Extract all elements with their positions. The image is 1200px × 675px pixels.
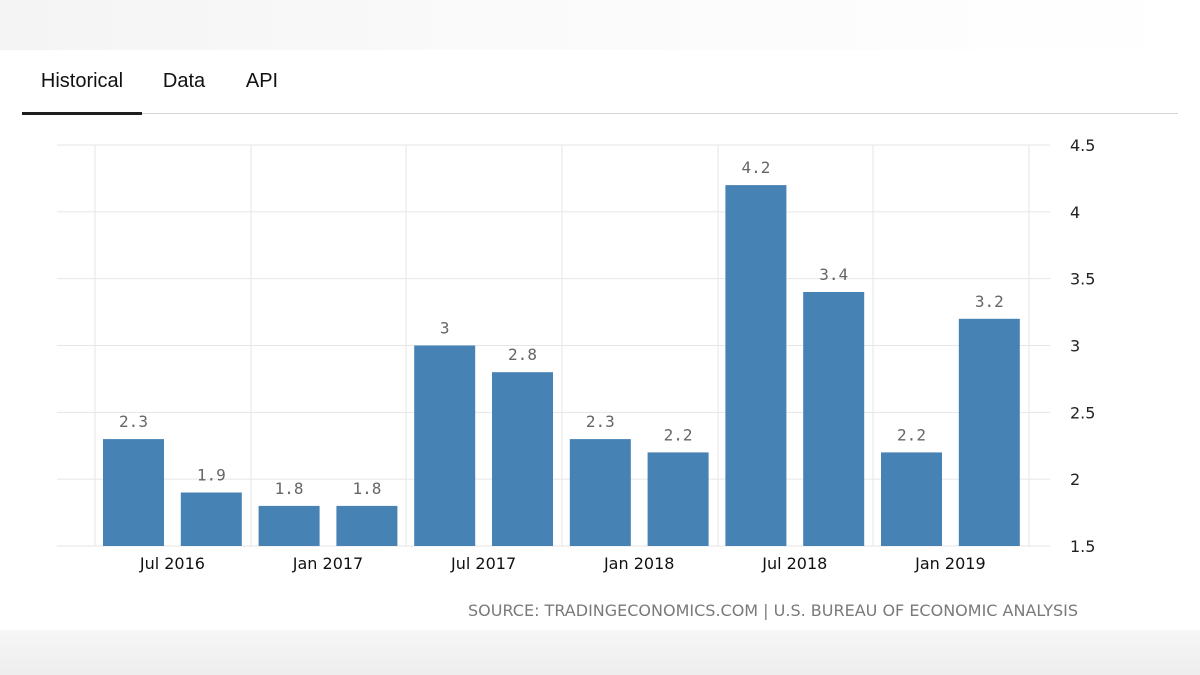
data-label: 3.2 <box>975 292 1004 311</box>
data-label: 3 <box>440 319 450 338</box>
bar[interactable] <box>569 439 631 546</box>
data-label: 1.9 <box>197 466 226 485</box>
bar[interactable] <box>647 452 709 546</box>
data-label: 1.8 <box>352 479 381 498</box>
data-label: 1.8 <box>275 479 304 498</box>
tab-api[interactable]: API <box>245 70 279 92</box>
bar[interactable] <box>414 345 476 547</box>
bar[interactable] <box>492 372 553 546</box>
bar-layer <box>103 185 1020 546</box>
bar[interactable] <box>803 292 865 546</box>
bar[interactable] <box>336 505 398 546</box>
y-tick-label: 2.5 <box>1070 403 1095 422</box>
data-label: 2.3 <box>119 412 148 431</box>
y-tick-label: 3 <box>1070 337 1080 356</box>
x-tick-label: Jan 2019 <box>914 554 985 573</box>
x-tick-label: Jan 2018 <box>603 554 674 573</box>
x-tick-label: Jul 2017 <box>450 554 516 573</box>
top-band <box>0 0 1200 50</box>
tab-data[interactable]: Data <box>162 70 206 92</box>
tab-bar: Historical Data API <box>22 62 1178 115</box>
bottom-band <box>0 630 1200 675</box>
bar[interactable] <box>258 505 320 546</box>
bar[interactable] <box>725 185 787 546</box>
data-label: 3.4 <box>819 265 848 284</box>
data-label: 2.2 <box>897 425 926 444</box>
data-label: 2.3 <box>586 412 615 431</box>
bar[interactable] <box>881 452 942 546</box>
y-tick-label: 4 <box>1070 203 1080 222</box>
bar[interactable] <box>103 439 164 546</box>
bar[interactable] <box>958 318 1020 546</box>
tab-historical[interactable]: Historical <box>22 62 142 115</box>
source-note: SOURCE: TRADINGECONOMICS.COM | U.S. BURE… <box>468 601 1078 620</box>
y-tick-label: 1.5 <box>1070 537 1095 556</box>
x-tick-label: Jul 2016 <box>139 554 205 573</box>
data-label: 4.2 <box>741 158 770 177</box>
label-layer: 2.3 1.9 1.8 1.8 3 2.8 2.3 2.2 4.2 3.4 2.2 3.2 <box>119 158 1004 498</box>
y-tick-label: 2 <box>1070 470 1080 489</box>
y-tick-label: 4.5 <box>1070 136 1095 155</box>
y-axis: 1.5 2 2.5 3 3.5 4 4.5 <box>1070 136 1095 556</box>
data-label: 2.2 <box>664 425 693 444</box>
x-tick-label: Jan 2017 <box>292 554 363 573</box>
y-tick-label: 3.5 <box>1070 270 1095 289</box>
x-axis: Jul 2016 Jan 2017 Jul 2017 Jan 2018 Jul 2018… <box>139 554 986 573</box>
data-label: 2.8 <box>508 345 537 364</box>
bar[interactable] <box>180 492 242 547</box>
x-tick-label: Jul 2018 <box>761 554 827 573</box>
